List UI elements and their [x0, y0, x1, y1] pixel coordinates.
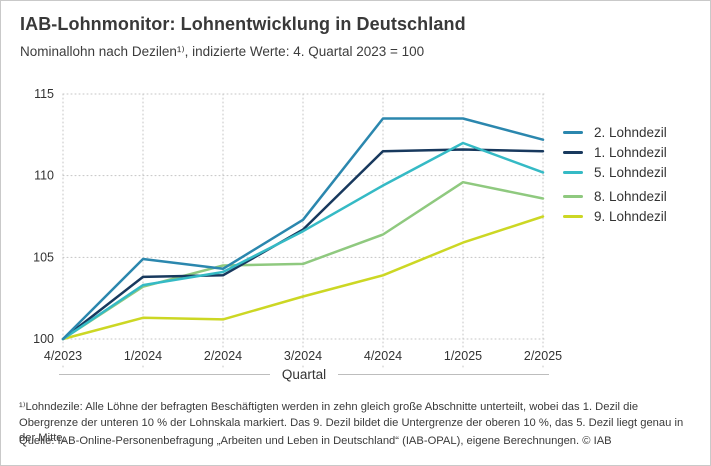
x-axis-title-row: Quartal [59, 367, 549, 382]
legend-label: 2. Lohndezil [594, 125, 667, 140]
series-line-9-lohndezil [61, 215, 545, 341]
legend-swatch [563, 131, 583, 134]
legend-swatch [563, 151, 583, 154]
page-title: IAB-Lohnmonitor: Lohnentwicklung in Deut… [20, 14, 466, 34]
plot-svg: 100 105 110 115 [33, 87, 546, 369]
legend-label: 5. Lohndezil [594, 165, 667, 180]
legend-swatch [563, 171, 583, 174]
legend-label: 9. Lohndezil [594, 209, 667, 224]
series-line-2-lohndezil [61, 117, 545, 341]
x-axis-title: Quartal [281, 367, 327, 382]
series-line-8-lohndezil [61, 180, 545, 341]
legend-label: 8. Lohndezil [594, 189, 667, 204]
x-tick-label-1-2025: 1/2025 [438, 348, 488, 364]
chart-subtitle: Nominallohn nach Dezilen¹⁾, indizierte W… [20, 44, 425, 59]
legend-item-2-lohndezil: 2. Lohndezil [563, 125, 667, 140]
x-tick-label-2-2024: 2/2024 [198, 348, 248, 364]
y-tick-label-100: 100 [33, 332, 54, 346]
legend-item-9-lohndezil: 9. Lohndezil [563, 209, 667, 224]
footnote: ¹⁾Lohndezile: Alle Löhne der befragten B… [19, 401, 684, 445]
axis-rule-right [338, 374, 549, 375]
legend-swatch [563, 195, 583, 198]
x-tick-label-3-2024: 3/2024 [278, 348, 328, 364]
legend-item-5-lohndezil: 5. Lohndezil [563, 165, 667, 180]
chart-legend: 2. Lohndezil 1. Lohndezil 5. Lohndezil 8. L… [563, 125, 667, 229]
legend-item-8-lohndezil: 8. Lohndezil [563, 189, 667, 204]
x-tick-label-4-2023: 4/2023 [38, 348, 88, 364]
y-tick-label-110: 110 [34, 169, 54, 183]
x-tick-label-4-2024: 4/2024 [358, 348, 408, 364]
series-line-1-lohndezil [61, 148, 545, 341]
legend-label: 1. Lohndezil [594, 145, 667, 160]
x-tick-label-1-2024: 1/2024 [118, 348, 168, 364]
axis-rule-left [59, 374, 270, 375]
y-tick-label-105: 105 [33, 250, 54, 264]
legend-item-1-lohndezil: 1. Lohndezil [563, 145, 667, 160]
x-tick-label-2-2025: 2/2025 [518, 348, 568, 364]
series-line-5-lohndezil [61, 141, 545, 341]
source-line: Quelle: IAB-Online-Personenbefragung „Ar… [19, 435, 612, 447]
y-tick-label-115: 115 [34, 87, 54, 101]
legend-swatch [563, 215, 583, 218]
